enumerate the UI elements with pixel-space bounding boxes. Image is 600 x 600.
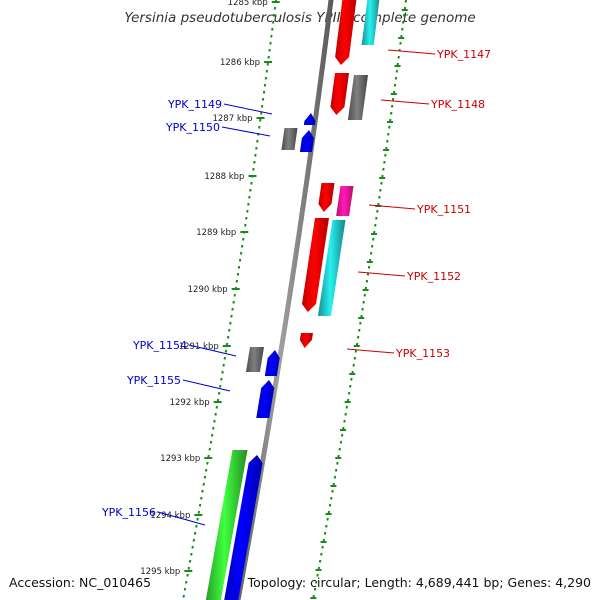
gene-feature-ypk1149	[303, 113, 316, 125]
gene-callout-line	[346, 348, 395, 354]
gene-feature-ypk1154-grey	[245, 347, 264, 372]
scale-label: 1293 kbp	[160, 454, 200, 464]
gene-callout-line	[368, 204, 416, 210]
scale-label: 1290 kbp	[188, 285, 228, 295]
scale-label: 1287 kbp	[212, 114, 252, 124]
scale-label: 1292 kbp	[170, 398, 210, 408]
gene-label-ypk1150: YPK_1150	[165, 121, 220, 134]
gene-callout-line	[380, 99, 430, 105]
gene-callout-line	[221, 126, 271, 137]
gene-label-ypk1153: YPK_1153	[395, 347, 450, 360]
gene-label-ypk1156: YPK_1156	[101, 506, 156, 519]
genome-title: Yersinia pseudotuberculosis YPIII, compl…	[124, 10, 476, 26]
accession-label: Accession: NC_010465	[9, 575, 152, 590]
scale-label: 1295 kbp	[140, 567, 180, 577]
gene-feature-ypk1151-red	[318, 183, 335, 212]
gene-label-ypk1149: YPK_1149	[167, 98, 222, 111]
gene-feature-ypk1148-grey	[347, 75, 368, 120]
gene-feature-ypk1156-blue	[224, 455, 263, 600]
gene-feature-ypk1153	[299, 333, 313, 348]
gene-callout-line	[182, 379, 231, 392]
gene-label-ypk1148: YPK_1148	[430, 98, 485, 111]
topology-label: Topology: circular; Length: 4,689,441 bp…	[247, 575, 591, 590]
gene-feature-ypk1147	[335, 0, 357, 65]
gene-feature-ypk1148-red	[330, 73, 349, 115]
gene-feature-ypk1150-blue	[299, 130, 314, 152]
gene-feature-ypk1150-grey	[281, 128, 298, 150]
gene-feature-ypk1156-green	[205, 450, 248, 600]
gene-label-ypk1155: YPK_1155	[126, 374, 181, 387]
scale-label: 1286 kbp	[220, 58, 260, 68]
gene-feature-ypk1151-magenta	[336, 186, 354, 216]
gene-feature-ypk1152-red	[302, 218, 329, 312]
gene-callout-line	[157, 511, 206, 526]
gene-label-ypk1151: YPK_1151	[416, 203, 471, 216]
scale-label: 1288 kbp	[204, 172, 244, 182]
gene-feature-ypk1152-cyan	[317, 220, 346, 316]
scale-label: 1289 kbp	[196, 228, 236, 238]
gene-callout-line	[188, 344, 237, 357]
gene-label-ypk1147: YPK_1147	[436, 48, 491, 61]
gene-feature-ypk1154-blue	[264, 350, 280, 376]
gene-callout-line	[357, 271, 406, 277]
gene-feature-cyan-top	[361, 0, 380, 45]
gene-label-ypk1154: YPK_1154	[132, 339, 187, 352]
gene-feature-ypk1155	[256, 380, 275, 418]
gene-callout-line	[387, 49, 436, 55]
scale-label: 1294 kbp	[150, 511, 190, 521]
gene-label-ypk1152: YPK_1152	[406, 270, 461, 283]
scale-label: 1285 kbp	[228, 0, 268, 8]
gene-callout-line	[223, 103, 273, 115]
